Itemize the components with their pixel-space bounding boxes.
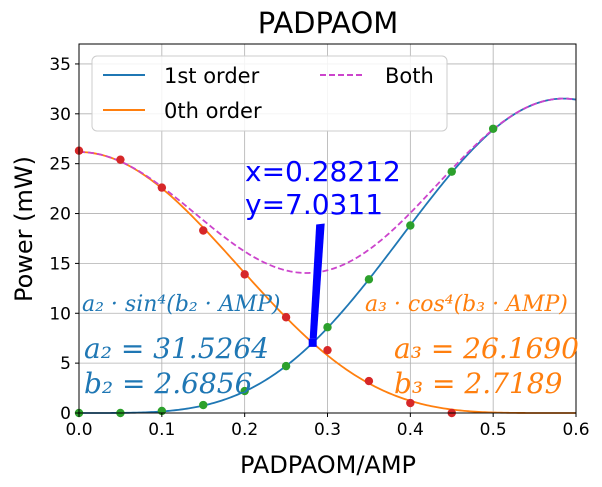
x-axis-label: PADPAOM/AMP — [240, 451, 416, 479]
intersection-point — [308, 338, 317, 347]
formula-1st-order: a₂ · sin⁴(b₂ · AMP) — [82, 292, 281, 317]
measured-point-1st-order — [364, 275, 374, 284]
x-tick-label: 0.3 — [314, 420, 341, 440]
measured-point-1st-order — [323, 323, 332, 332]
formula-0th-order: a₃ · cos⁴(b₃ · AMP) — [365, 292, 568, 317]
x-tick-label: 0.1 — [148, 420, 175, 440]
chart-title: PADPAOM — [258, 6, 399, 40]
a2-value: a₂ = 31.5264 — [84, 332, 269, 365]
measured-point-1st-order — [447, 167, 456, 176]
x-tick-label: 0.2 — [231, 420, 258, 440]
y-tick-label: 25 — [49, 155, 71, 175]
measured-point-0th-order — [116, 155, 125, 164]
legend: 1st order 0th order Both — [91, 55, 448, 132]
x-tick-label: 0.6 — [562, 420, 589, 440]
axis-ticks: 0.0 0.1 0.2 0.3 0.4 0.5 0.6 0 5 10 15 20 25 30 35 — [49, 55, 589, 440]
measured-point-0th-order — [281, 313, 291, 322]
y-tick-label: 20 — [49, 205, 71, 225]
x-tick-label: 0.4 — [397, 420, 424, 440]
measured-point-0th-order — [240, 270, 249, 279]
y-tick-label: 10 — [49, 304, 71, 324]
measured-point-0th-order — [323, 345, 332, 355]
legend-label-both: Both — [385, 64, 434, 88]
intersection-x-label: x=0.28212 — [245, 155, 401, 188]
y-axis-label: Power (mW) — [10, 156, 38, 302]
b2-value: b₂ = 2.6856 — [84, 367, 252, 400]
measured-point-1st-order — [488, 124, 498, 133]
intersection-arrow — [309, 223, 325, 339]
intersection-y-label: y=7.0311 — [245, 188, 383, 221]
measured-point-1st-order — [199, 400, 208, 410]
measured-point-1st-order — [406, 221, 415, 230]
measured-point-0th-order — [364, 376, 374, 386]
y-tick-label: 0 — [60, 404, 71, 424]
measured-point-0th-order — [406, 398, 415, 408]
x-tick-label: 0.0 — [65, 420, 92, 440]
measured-point-0th-order — [199, 226, 208, 235]
measured-point-1st-order — [281, 361, 291, 371]
measured-point-0th-order — [157, 183, 167, 192]
x-tick-label: 0.5 — [480, 420, 507, 440]
y-tick-label: 15 — [49, 254, 71, 274]
measured-point-1st-order — [240, 386, 249, 396]
b3-value: b₃ = 2.7189 — [394, 367, 562, 400]
a3-value: a₃ = 26.1690 — [394, 332, 579, 365]
legend-label-1st-order: 1st order — [164, 64, 260, 88]
y-tick-label: 30 — [49, 105, 71, 125]
legend-label-0th-order: 0th order — [164, 99, 262, 123]
y-tick-label: 35 — [49, 55, 71, 75]
y-tick-label: 5 — [60, 354, 71, 374]
intersection-marker — [308, 223, 325, 347]
